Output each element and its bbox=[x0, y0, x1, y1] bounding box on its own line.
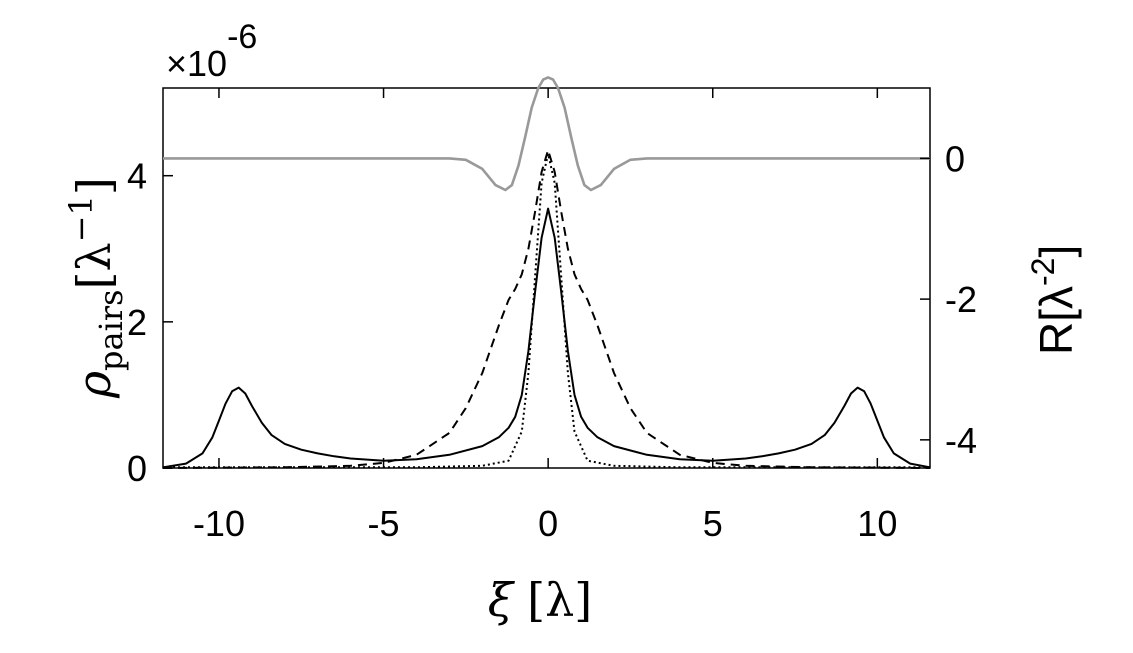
series-line-1-dashed bbox=[162, 149, 931, 469]
series-layer bbox=[162, 76, 931, 469]
y-axis-left-ticks: 0 2 4 bbox=[127, 156, 173, 489]
y-axis-right-label: R[λ-2] bbox=[1025, 245, 1082, 355]
y-multiplier-label: ×10-6 bbox=[166, 18, 257, 84]
x-tick-label: 5 bbox=[703, 503, 723, 544]
y2-tick-label: -2 bbox=[945, 279, 977, 320]
y-tick-label: 0 bbox=[127, 448, 147, 489]
y-axis-right-ticks: -4 -2 0 bbox=[920, 138, 977, 461]
y2-tick-label: 0 bbox=[945, 138, 965, 179]
x-tick-label: 10 bbox=[857, 503, 897, 544]
series-line-3-solid bbox=[163, 76, 930, 192]
x-tick-label: -5 bbox=[368, 503, 400, 544]
x-axis-label: ξ [λ] bbox=[488, 573, 592, 627]
plot-area bbox=[162, 76, 931, 469]
y2-tick-label: -4 bbox=[945, 420, 977, 461]
x-axis-ticks: -10 -5 0 5 10 bbox=[193, 88, 897, 544]
y-tick-label: 4 bbox=[127, 156, 147, 197]
y-axis-left-label: ρpairs[λ−1] bbox=[62, 177, 130, 399]
axes-box bbox=[162, 87, 931, 469]
x-tick-label: 0 bbox=[538, 503, 558, 544]
series-line-2-dotted bbox=[163, 152, 930, 469]
series-line-0-solid bbox=[162, 207, 931, 469]
x-tick-label: -10 bbox=[193, 503, 245, 544]
y-tick-label: 2 bbox=[127, 302, 147, 343]
